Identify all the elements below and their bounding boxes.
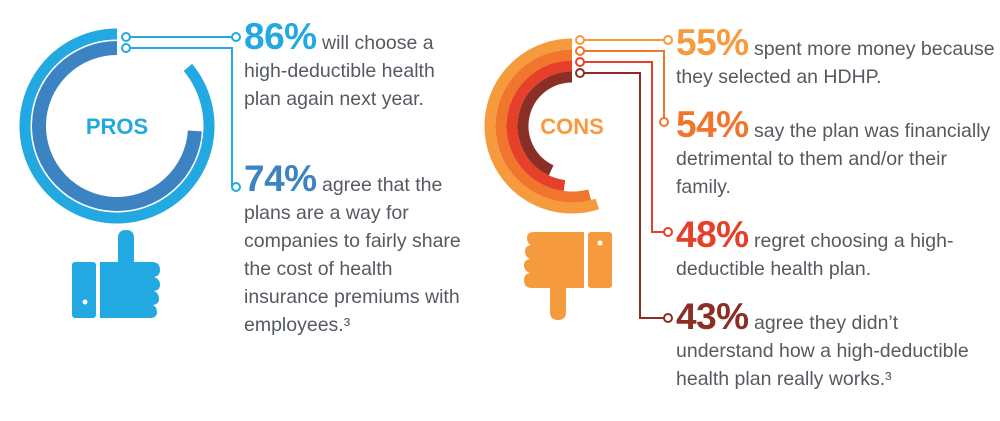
cons-connector-dots (575, 35, 673, 323)
cons-radial-chart (484, 38, 600, 214)
cons-ring-3 (506, 60, 573, 191)
pros-stat-1-value: 86% (244, 16, 317, 57)
pros-connector-2 (130, 47, 233, 187)
pros-ring-2 (32, 41, 202, 211)
cons-stat-2: 54% say the plan was financially detrime… (676, 106, 996, 201)
pros-stat-1: 86% will choose a high-deductible health… (244, 18, 464, 113)
pros-label: PROS (86, 114, 148, 139)
cons-stat-1-text: spent more money because they selected a… (676, 38, 995, 88)
cons-connector-3 (584, 61, 664, 233)
cons-stat-3: 48% regret choosing a high-deductible he… (676, 216, 996, 283)
pros-ring-1 (19, 28, 215, 224)
cons-dot-end-3 (663, 227, 673, 237)
pros-stat-2-value: 74% (244, 158, 317, 199)
cons-stat-1-value: 55% (676, 22, 749, 63)
cons-connector-2 (584, 50, 665, 118)
cons-stat-1: 55% spent more money because they select… (676, 24, 996, 91)
cons-stat-4-value: 43% (676, 296, 749, 337)
cons-stat-3-value: 48% (676, 214, 749, 255)
cons-dot-end-4 (663, 313, 673, 323)
cons-dot-end-1 (663, 35, 673, 45)
cons-stat-2-text: say the plan was financially detrimental… (676, 120, 991, 198)
pros-stat-2: 74% agree that the plans are a way for c… (244, 160, 464, 339)
cons-label: CONS (540, 114, 604, 139)
cons-dot-end-2 (659, 117, 669, 127)
thumbs-up-icon (72, 230, 160, 318)
cons-dot-start-4 (575, 68, 585, 78)
pros-radial-chart (19, 28, 215, 224)
cons-connectors (584, 39, 665, 319)
cons-ring-4 (517, 71, 573, 176)
pros-dot-end-1 (231, 32, 241, 42)
cons-dot-start-3 (575, 57, 585, 67)
cons-ring-2 (495, 49, 592, 203)
pros-stat-2-text: agree that the plans are a way for compa… (244, 174, 461, 336)
cons-stat-4-text: agree they didn’t understand how a high-… (676, 312, 969, 390)
pros-dot-start-2 (121, 43, 131, 53)
thumbs-down-icon (524, 232, 612, 320)
pros-stat-1-text: will choose a high-deductible health pla… (244, 32, 435, 110)
cons-stat-4: 43% agree they didn’t understand how a h… (676, 298, 996, 393)
cons-ring-1 (484, 38, 600, 214)
cons-dot-start-1 (575, 35, 585, 45)
cons-dot-start-2 (575, 46, 585, 56)
cons-stat-2-value: 54% (676, 104, 749, 145)
pros-dot-start-1 (121, 32, 131, 42)
cons-connector-4 (584, 72, 664, 319)
cons-stat-3-text: regret choosing a high-deductible health… (676, 230, 954, 280)
pros-connectors (130, 36, 233, 187)
pros-dot-end-2 (231, 182, 241, 192)
pros-connector-dots (121, 32, 241, 192)
